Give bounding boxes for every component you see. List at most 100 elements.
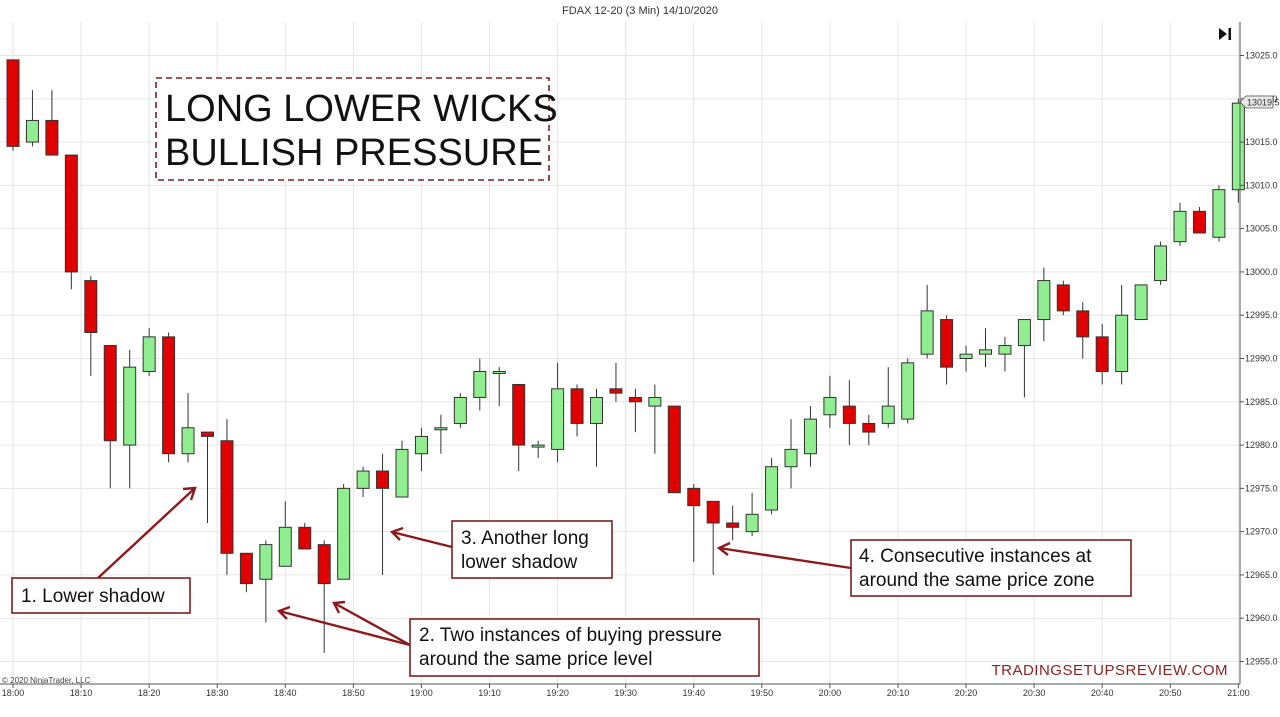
annotation-4: 4. Consecutive instances at around the s… [850,539,1132,597]
annotation-2: 2. Two instances of buying pressure arou… [409,618,760,677]
candle-body-up [1212,189,1226,238]
annotation-4-line-2: around the same price zone [859,570,1095,591]
candle-body-down [103,345,117,442]
arrow-2a [278,609,411,647]
arrow-4-head [716,541,731,556]
candle-body-up [123,366,137,446]
time-tick-label: 20:10 [887,688,910,698]
annotation-3-line-1: 3. Another long [461,528,589,549]
price-tick-label: 12985.0 [1245,397,1278,407]
price-tick-label: 12975.0 [1245,483,1278,493]
candle-body-up [434,427,448,431]
candle [1154,241,1168,285]
candle-body-up [998,345,1012,355]
annotation-2-line-1: 2. Two instances of buying pressure [419,625,722,646]
price-tick-label: 12970.0 [1245,527,1278,537]
candle [259,540,273,623]
candle-body-up [1154,245,1168,282]
arrow-3-head [389,526,404,541]
candle-body-up [259,544,273,580]
candle [414,427,428,472]
candle-body-up [356,470,370,489]
candle-body-up [1017,319,1031,347]
price-tick-label: 12960.0 [1245,613,1278,623]
price-tick-label: 13010.0 [1245,180,1278,190]
candle-body-down [842,405,856,424]
candle-body-down [6,59,20,147]
time-tick-label: 18:10 [70,688,93,698]
annotation-3: 3. Another long lower shadow [451,520,613,579]
candle [103,345,117,489]
candle-body-up [803,418,817,455]
time-tick-label: 18:20 [138,688,161,698]
candle [862,414,876,446]
annotation-2-line-2: around the same price level [419,649,652,670]
candle-body-up [278,526,292,567]
arrow-1-head [182,486,197,501]
candle-body-up [765,466,779,511]
candle [1212,185,1226,242]
candle [181,393,195,463]
candle [1134,284,1148,321]
candle [1173,202,1187,246]
candle-body-up [920,310,934,355]
time-tick-label: 20:40 [1091,688,1114,698]
candle [901,358,915,424]
time-tick-label: 19:20 [546,688,569,698]
watermark: TRADINGSETUPSREVIEW.COM [991,662,1228,679]
candle-body-down [84,280,98,334]
candle-body-down [862,422,876,433]
candle [998,336,1012,372]
candle [25,90,39,147]
arrow-3 [391,530,453,549]
arrow-2a-head [276,605,291,620]
candle-body-up [551,388,565,450]
candle-body-down [1192,210,1206,234]
time-tick-label: 19:40 [682,688,705,698]
candle-body-up [531,444,545,448]
candle-body-down [64,154,78,273]
candle-body-up [1173,210,1187,243]
candle-body-down [726,522,740,528]
candle [1017,319,1031,398]
candle [45,90,59,156]
time-tick-label: 20:20 [955,688,978,698]
headline-line-2: BULLISH PRESSURE [165,132,543,174]
candle [473,358,487,411]
candle [84,276,98,376]
price-tick-label: 13000.0 [1245,267,1278,277]
candle [628,388,642,433]
candle-body-up [1115,314,1129,372]
candle-body-up [142,336,156,372]
candle [590,388,603,467]
annotation-arrows [97,486,852,647]
candle [123,349,137,489]
candle-body-down [220,440,234,554]
candle [881,367,895,428]
price-tick-label: 13005.0 [1245,224,1278,234]
candle [1056,280,1070,316]
candle-body-down [1095,336,1109,372]
time-axis: 18:00 18:10 18:20 18:30 18:40 18:50 19:00 19:10… [0,683,1250,698]
candle [1076,302,1090,359]
candle [1095,323,1109,385]
candle-body-up [395,448,409,498]
candle-body-up [1037,280,1051,321]
candle-body-up [337,487,351,580]
scroll-to-end-icon[interactable] [1219,28,1231,40]
time-tick-label: 18:00 [2,688,25,698]
candle-body-up [590,396,603,424]
last-price-marker: 13019.5 [1239,95,1280,109]
candle [434,414,448,454]
candle-body-down [298,526,312,550]
candle [6,59,20,151]
candle [940,315,954,385]
annotation-1-line-1: 1. Lower shadow [21,586,165,607]
time-tick-label: 20:30 [1023,688,1046,698]
time-tick-label: 19:30 [614,688,637,698]
price-tick-label: 12980.0 [1245,440,1278,450]
candle [823,375,837,428]
candle [220,419,234,575]
candle-body-down [162,336,176,455]
candle-body-down [609,388,623,394]
